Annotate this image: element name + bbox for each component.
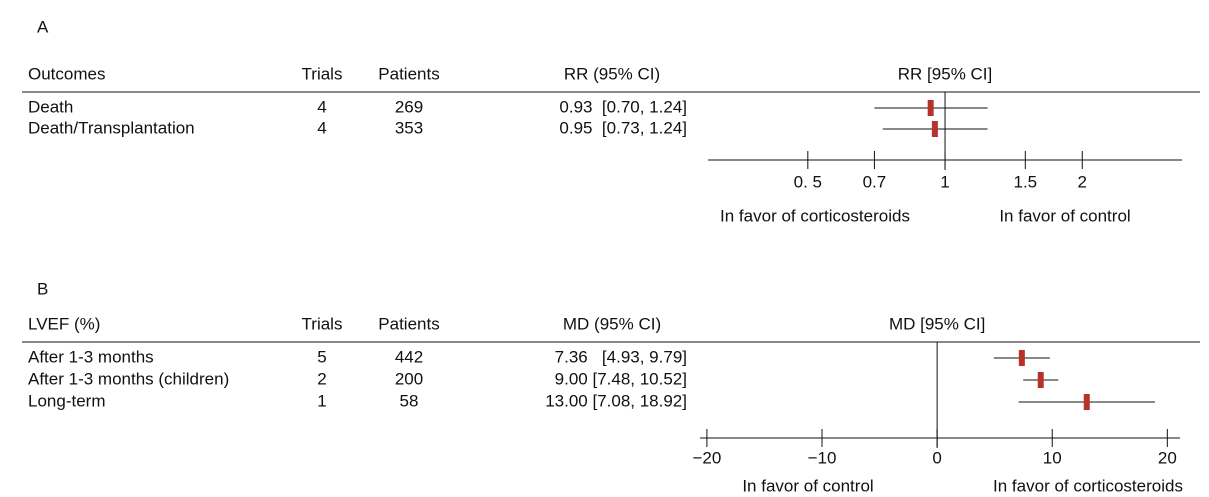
trials: 1 <box>317 391 326 410</box>
x-tick-label: 10 <box>1043 448 1062 467</box>
patients: 442 <box>395 347 423 366</box>
x-tick-label: −10 <box>808 448 837 467</box>
column-header: LVEF (%) <box>28 314 100 333</box>
estimate-label: 0.93 [0.70, 1.24] <box>559 97 687 116</box>
x-tick-label: 20 <box>1158 448 1177 467</box>
column-header: Patients <box>378 64 439 83</box>
favor-left: In favor of control <box>742 476 873 495</box>
favor-left: In favor of corticosteroids <box>720 206 910 225</box>
point-estimate <box>931 121 938 137</box>
row-label: Long-term <box>28 391 105 410</box>
patients: 58 <box>400 391 419 410</box>
point-estimate <box>927 100 934 116</box>
estimate-label: 13.00 [7.08, 18.92] <box>545 391 687 410</box>
patients: 269 <box>395 97 423 116</box>
column-header: RR (95% CI) <box>564 64 660 83</box>
trials: 2 <box>317 369 326 388</box>
column-header: Patients <box>378 314 439 333</box>
patients: 200 <box>395 369 423 388</box>
plot-title: MD [95% CI] <box>889 314 985 333</box>
row-label: After 1-3 months <box>28 347 154 366</box>
plot-title: RR [95% CI] <box>898 64 992 83</box>
column-header: MD (95% CI) <box>563 314 661 333</box>
patients: 353 <box>395 118 423 137</box>
column-header: Outcomes <box>28 64 105 83</box>
point-estimate <box>1018 350 1025 366</box>
row-label: Death/Transplantation <box>28 118 195 137</box>
estimate-label: 7.36 [4.93, 9.79] <box>555 347 687 366</box>
panel-label: A <box>37 17 49 36</box>
estimate-label: 9.00 [7.48, 10.52] <box>555 369 687 388</box>
favor-right: In favor of control <box>999 206 1130 225</box>
x-tick-label: 1.5 <box>1013 172 1037 191</box>
point-estimate <box>1083 394 1090 410</box>
x-tick-label: 2 <box>1078 172 1087 191</box>
estimate-label: 0.95 [0.73, 1.24] <box>559 118 687 137</box>
favor-right: In favor of corticosteroids <box>993 476 1183 495</box>
column-header: Trials <box>302 314 343 333</box>
x-tick-label: 0 <box>932 448 941 467</box>
x-tick-label: −20 <box>692 448 721 467</box>
trials: 4 <box>317 118 326 137</box>
trials: 5 <box>317 347 326 366</box>
x-tick-label: 0.7 <box>863 172 887 191</box>
trials: 4 <box>317 97 326 116</box>
panel-label: B <box>37 279 48 298</box>
x-tick-label: 1 <box>940 172 949 191</box>
row-label: After 1-3 months (children) <box>28 369 229 388</box>
point-estimate <box>1037 372 1044 388</box>
x-tick-label: 0. 5 <box>794 172 822 191</box>
row-label: Death <box>28 97 73 116</box>
column-header: Trials <box>302 64 343 83</box>
